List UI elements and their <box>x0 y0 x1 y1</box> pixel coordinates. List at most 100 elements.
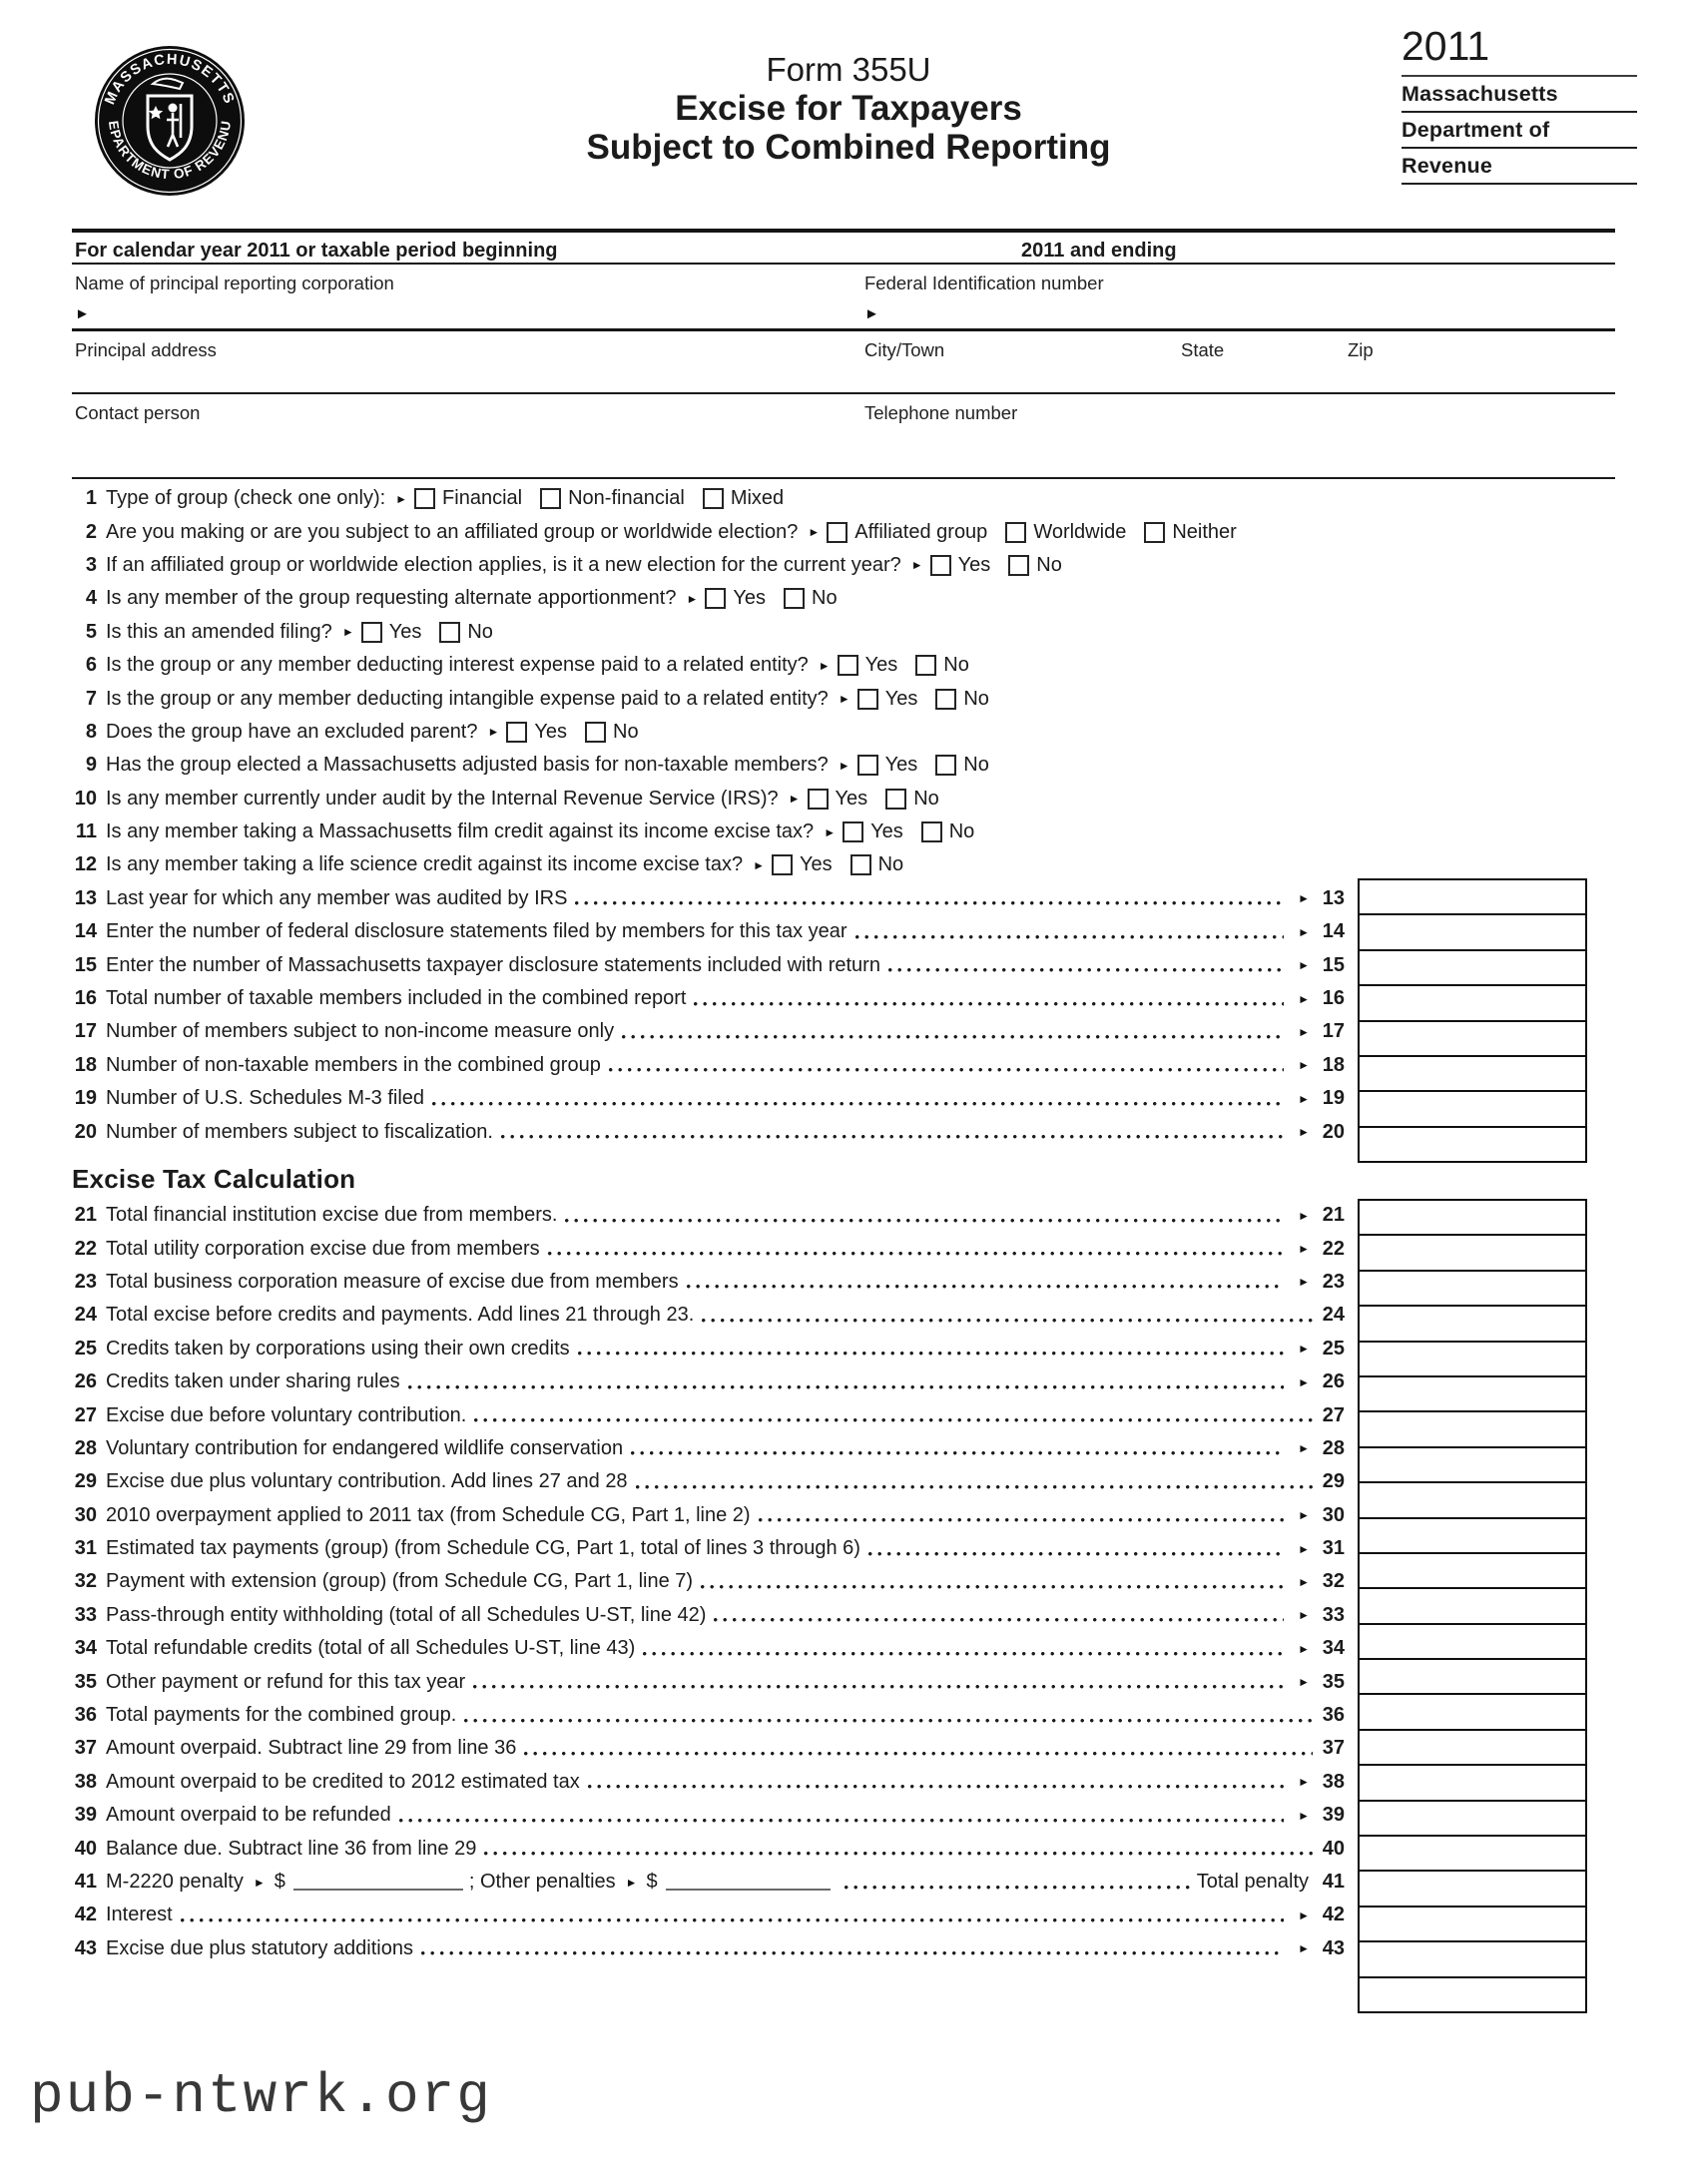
line-number: 21 <box>74 1204 97 1227</box>
amount-box-26[interactable] <box>1358 1374 1587 1413</box>
line-text: M-2220 penalty <box>106 1871 244 1893</box>
excise-line-row: 27 Excise due before voluntary contributi… <box>72 1398 1615 1431</box>
dotted-leader <box>702 1318 1313 1323</box>
line-text: Credits taken under sharing rules <box>106 1370 400 1393</box>
penalty-amount-field[interactable] <box>292 1874 463 1891</box>
checkbox[interactable] <box>915 655 937 677</box>
amount-box-33[interactable] <box>1358 1622 1587 1661</box>
amount-box-42[interactable] <box>1358 1940 1587 1978</box>
phone-field[interactable] <box>864 451 1364 473</box>
line-number: 37 <box>74 1737 97 1760</box>
amount-box-38[interactable] <box>1358 1799 1587 1838</box>
amount-box-14[interactable] <box>1358 913 1587 951</box>
excise-line-row: 39 Amount overpaid to be refunded ► 39 <box>72 1799 1615 1832</box>
amount-box-30[interactable] <box>1358 1516 1587 1554</box>
checkbox[interactable] <box>414 488 436 510</box>
excise-line-row: 38 Amount overpaid to be credited to 2012… <box>72 1766 1615 1799</box>
question-text: Type of group (check one only): <box>106 487 386 510</box>
checkbox[interactable] <box>784 588 805 610</box>
question-text: Does the group have an excluded parent? <box>106 720 478 743</box>
fid-field[interactable] <box>885 302 1385 324</box>
amount-box-24[interactable] <box>1358 1305 1587 1343</box>
contact-label: Contact person <box>75 402 201 423</box>
checkbox[interactable] <box>702 488 724 510</box>
checkbox[interactable] <box>920 821 942 843</box>
name-field[interactable] <box>96 302 795 324</box>
amount-box-37[interactable] <box>1358 1764 1587 1802</box>
checkbox[interactable] <box>843 821 864 843</box>
line-text: Total payments for the combined group. <box>106 1704 457 1727</box>
question-row: 7 Is the group or any member deducting in… <box>72 682 1615 715</box>
state-field[interactable] <box>1181 366 1321 388</box>
checkbox-label: Yes <box>957 553 991 576</box>
line-number: 16 <box>74 987 97 1010</box>
checkbox[interactable] <box>856 688 878 710</box>
amount-box-28[interactable] <box>1358 1445 1587 1484</box>
amount-box-43[interactable] <box>1358 1975 1587 2013</box>
amount-box-column-21-43 <box>1358 1199 1587 2013</box>
amount-box-31[interactable] <box>1358 1551 1587 1590</box>
amount-box-27[interactable] <box>1358 1410 1587 1448</box>
checkbox[interactable] <box>439 621 461 643</box>
checkbox[interactable] <box>929 554 951 576</box>
amount-box-16[interactable] <box>1358 984 1587 1022</box>
checkbox[interactable] <box>360 621 382 643</box>
question-text: Is the group or any member deducting int… <box>106 687 829 710</box>
amount-box-40[interactable] <box>1358 1870 1587 1908</box>
checkbox[interactable] <box>885 788 907 810</box>
amount-box-13[interactable] <box>1358 878 1587 916</box>
count-line-row: 13 Last year for which any member was aud… <box>72 882 1615 915</box>
checkbox[interactable] <box>935 755 957 777</box>
amount-box-41[interactable] <box>1358 1905 1587 1943</box>
checkbox[interactable] <box>771 854 793 876</box>
checkbox[interactable] <box>807 788 829 810</box>
excise-line-row: 33 Pass-through entity withholding (total… <box>72 1599 1615 1632</box>
zip-field[interactable] <box>1348 366 1587 388</box>
state-seal: MASSACHUSETTS DEPARTMENT OF REVENUE <box>88 32 247 198</box>
checkbox-option: Financial <box>414 487 522 510</box>
checkbox[interactable] <box>1144 521 1166 543</box>
excise-line-row: 30 2010 overpayment applied to 2011 tax (… <box>72 1499 1615 1532</box>
checkbox-option: Yes <box>705 587 766 610</box>
city-field[interactable] <box>864 366 1154 388</box>
amount-box-39[interactable] <box>1358 1835 1587 1873</box>
amount-box-21[interactable] <box>1358 1199 1587 1237</box>
excise-line-row: 23 Total business corporation measure of … <box>72 1266 1615 1299</box>
checkbox[interactable] <box>856 755 878 777</box>
address-label: Principal address <box>75 339 217 360</box>
amount-box-17[interactable] <box>1358 1019 1587 1057</box>
checkbox[interactable] <box>837 655 858 677</box>
question-row: 2 Are you making or are you subject to an… <box>72 515 1615 548</box>
amount-box-18[interactable] <box>1358 1054 1587 1093</box>
checkbox[interactable] <box>1008 554 1030 576</box>
checkbox[interactable] <box>705 588 727 610</box>
address-field[interactable] <box>75 366 794 388</box>
dotted-leader <box>758 1518 1285 1523</box>
question-row: 12 Is any member taking a life science cr… <box>72 848 1615 881</box>
checkbox[interactable] <box>585 721 607 743</box>
amount-box-23[interactable] <box>1358 1269 1587 1308</box>
amount-box-22[interactable] <box>1358 1234 1587 1272</box>
contact-field[interactable] <box>75 451 794 473</box>
amount-box-32[interactable] <box>1358 1587 1587 1625</box>
checkbox[interactable] <box>849 854 871 876</box>
checkbox[interactable] <box>935 688 957 710</box>
checkbox-label: Mixed <box>730 487 785 510</box>
dollar-sign: $ <box>646 1871 658 1893</box>
amount-box-29[interactable] <box>1358 1481 1587 1519</box>
checkbox-label: No <box>1036 553 1062 576</box>
amount-box-35[interactable] <box>1358 1693 1587 1731</box>
amount-box-20[interactable] <box>1358 1125 1587 1164</box>
checkbox[interactable] <box>827 521 848 543</box>
line-number-right: 29 <box>1322 1470 1345 1493</box>
checkbox[interactable] <box>1005 521 1027 543</box>
amount-box-34[interactable] <box>1358 1658 1587 1696</box>
amount-box-25[interactable] <box>1358 1340 1587 1377</box>
dotted-leader <box>180 1917 1285 1922</box>
checkbox[interactable] <box>540 488 562 510</box>
amount-box-15[interactable] <box>1358 948 1587 987</box>
amount-box-36[interactable] <box>1358 1728 1587 1767</box>
amount-box-19[interactable] <box>1358 1090 1587 1128</box>
checkbox[interactable] <box>506 721 528 743</box>
other-penalties-field[interactable] <box>665 1874 831 1891</box>
